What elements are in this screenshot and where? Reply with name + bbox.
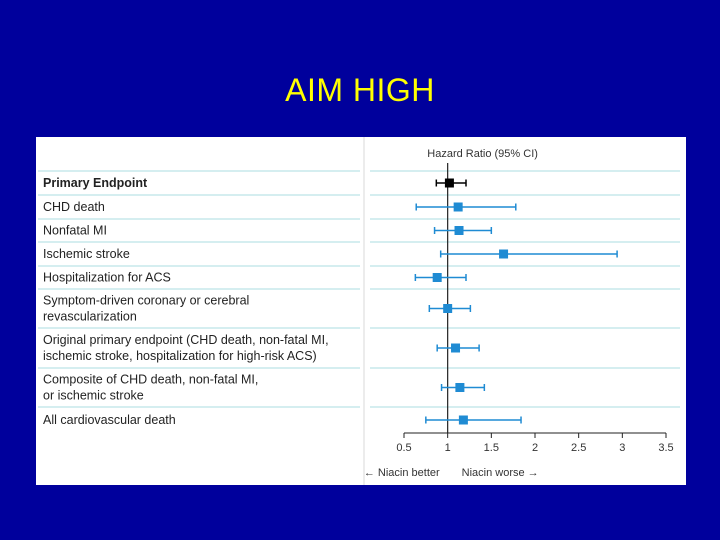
row-label: Ischemic stroke	[43, 247, 130, 261]
row-label-line: or ischemic stroke	[43, 389, 144, 403]
point-estimate	[455, 383, 465, 392]
row-label: Nonfatal MI	[43, 224, 107, 238]
row-label-line: Primary Endpoint	[43, 176, 148, 190]
row-label-line: ischemic stroke, hospitalization for hig…	[43, 349, 317, 363]
point-estimate	[432, 273, 442, 282]
row-label: All cardiovascular death	[43, 413, 176, 427]
row-label-line: CHD death	[43, 200, 105, 214]
forest-plot: Hazard Ratio (95% CI) Primary Endpoint CHD…	[38, 137, 680, 485]
column-header: Hazard Ratio (95% CI)	[427, 148, 538, 160]
row-label-line: Original primary endpoint (CHD death, no…	[43, 333, 329, 347]
point-estimate	[451, 343, 461, 353]
point-estimate	[454, 226, 464, 235]
x-tick-label: 1.5	[484, 442, 499, 454]
point-estimate	[458, 415, 468, 425]
x-tick-label: 3.5	[658, 442, 673, 454]
row-label: Composite of CHD death, non-fatal MI, or …	[43, 373, 258, 403]
point-estimate	[444, 178, 454, 188]
x-tick-label: 3	[619, 442, 625, 454]
row-label-line: Nonfatal MI	[43, 224, 107, 238]
row-label-line: Hospitalization for ACS	[43, 271, 171, 285]
row-label: Original primary endpoint (CHD death, no…	[43, 333, 329, 363]
direction-label-left: ← Niacin better	[364, 467, 440, 479]
x-tick-label: 0.5	[396, 442, 411, 454]
x-tick-label: 2	[532, 442, 538, 454]
slide-title: AIM HIGH	[285, 72, 435, 108]
x-tick-label: 1	[445, 442, 451, 454]
point-estimate	[453, 202, 463, 212]
row-label: CHD death	[43, 200, 105, 214]
row-label: Symptom-driven coronary or cerebral revas…	[43, 294, 249, 324]
row-label: Primary Endpoint	[43, 176, 148, 190]
point-estimate	[499, 249, 509, 259]
x-tick-label: 2.5	[571, 442, 586, 454]
row-label-line: Ischemic stroke	[43, 247, 130, 261]
row-label-line: Composite of CHD death, non-fatal MI,	[43, 373, 258, 387]
point-estimate	[443, 304, 453, 313]
direction-label-right: Niacin worse →	[462, 467, 539, 479]
row-label: Hospitalization for ACS	[43, 271, 171, 285]
forest-plot-panel: Hazard Ratio (95% CI) Primary Endpoint CHD…	[36, 137, 686, 485]
row-label-line: revascularization	[43, 310, 137, 324]
row-label-line: Symptom-driven coronary or cerebral	[43, 294, 249, 308]
row-label-line: All cardiovascular death	[43, 413, 176, 427]
